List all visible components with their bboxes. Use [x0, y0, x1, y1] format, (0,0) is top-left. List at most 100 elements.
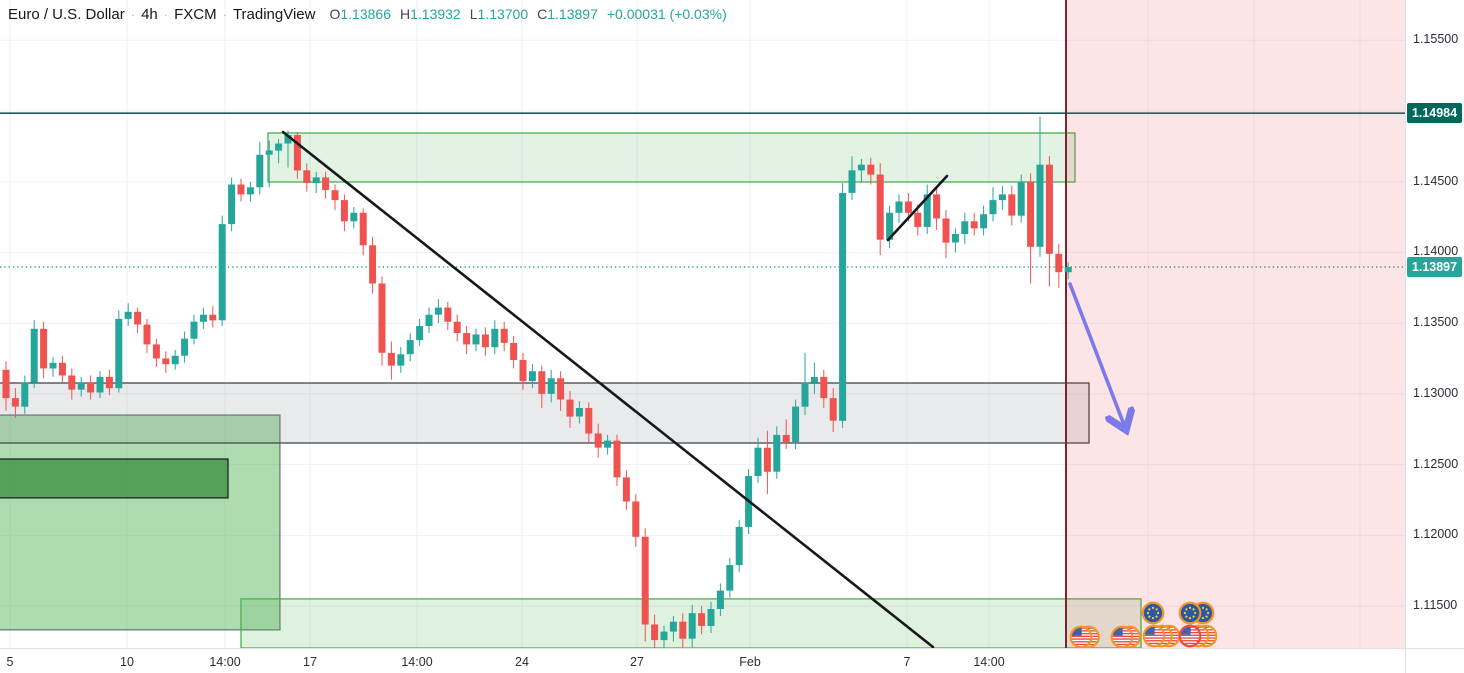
close-value: 1.13897	[547, 6, 598, 22]
candle-body	[96, 376, 104, 393]
candle-body	[453, 321, 461, 333]
econ-event-flag-us[interactable]	[1144, 626, 1180, 647]
candle-body	[989, 200, 997, 215]
price-axis[interactable]: 1.15500 1.14500 1.14000 1.13500 1.13000 1.125…	[1406, 0, 1464, 673]
time-axis[interactable]: 5 10 14:00 17 14:00 24 27 Feb 7 14:00	[0, 649, 1405, 673]
price-tick-label: 1.12500	[1413, 456, 1459, 471]
time-tick-label: 14:00	[209, 655, 241, 669]
candle-body	[218, 224, 226, 321]
minor-uptrend-line[interactable]	[886, 174, 949, 242]
candle-body	[933, 194, 941, 219]
price-tick-label: 1.14500	[1413, 173, 1459, 188]
projection-arrow[interactable]	[1068, 282, 1126, 430]
left-demand-zone[interactable]	[0, 414, 281, 631]
candle-body	[331, 190, 339, 201]
candle-body	[519, 359, 527, 382]
econ-event-flag-eu[interactable]	[1180, 603, 1214, 624]
candle-body	[312, 177, 320, 184]
candle-body	[632, 501, 640, 537]
candle-body	[11, 398, 19, 407]
candle-body	[171, 355, 179, 365]
symbol-legend[interactable]: Euro / U.S. Dollar · 4h · FXCM · Trading…	[8, 6, 727, 24]
candle-body	[472, 334, 480, 345]
econ-event-flag-eu[interactable]	[1143, 603, 1164, 624]
candle-body	[923, 194, 931, 227]
candle-body	[810, 376, 818, 383]
short-position-projection[interactable]	[1066, 0, 1405, 648]
candle-body	[566, 399, 574, 417]
left-demand-core[interactable]	[0, 458, 229, 499]
candle-body	[547, 378, 555, 394]
candle-body	[914, 212, 922, 227]
candle-body	[322, 177, 330, 191]
change-value: +0.00031 (+0.03%)	[606, 6, 727, 22]
candle-body	[970, 221, 978, 229]
candle-body	[895, 201, 903, 213]
candle-body	[21, 382, 29, 407]
candle-body	[152, 344, 160, 359]
candle-body	[538, 371, 546, 394]
candle-body	[782, 434, 790, 442]
axis-separator-vertical	[1405, 0, 1406, 673]
candle-body	[500, 328, 508, 343]
legend-separator: ·	[222, 7, 227, 22]
downtrend-line[interactable]	[281, 130, 935, 648]
econ-event-flag-us[interactable]	[1112, 627, 1140, 648]
candle-body	[792, 406, 800, 442]
candle-body	[998, 194, 1006, 201]
candle-body	[246, 187, 254, 195]
candle-body	[735, 526, 743, 566]
candle-body	[904, 201, 912, 213]
candle-body	[622, 477, 630, 502]
candle-body	[660, 631, 668, 641]
candle-body	[284, 135, 292, 144]
candle-body	[68, 375, 76, 390]
candle-body	[115, 318, 123, 389]
candle-body	[181, 338, 189, 356]
candle-body	[1045, 164, 1053, 254]
supply-zone[interactable]	[267, 132, 1076, 183]
open-label: O	[329, 6, 341, 22]
close-label: C	[537, 6, 548, 22]
candle-body	[848, 170, 856, 193]
econ-event-flag-us[interactable]	[1180, 626, 1217, 647]
candle-body	[463, 333, 471, 345]
candle-body	[228, 184, 236, 225]
candle-body	[528, 371, 536, 382]
candle-body	[162, 358, 170, 365]
candle-body	[942, 218, 950, 243]
chart-pane[interactable]: Euro / U.S. Dollar · 4h · FXCM · Trading…	[0, 0, 1405, 648]
candle-body	[190, 321, 198, 339]
candle-body	[707, 609, 715, 626]
candle-body	[1027, 181, 1035, 247]
candle-body	[876, 174, 884, 240]
candle-body	[416, 326, 424, 341]
candle-body	[199, 314, 207, 322]
time-tick-label: 27	[630, 655, 644, 669]
ohlc-readout: O1.13866 H1.13932 L1.13700 C1.13897 +0.0…	[329, 6, 726, 24]
candle-body	[275, 143, 283, 151]
candle-body	[1008, 194, 1016, 216]
candle-body	[293, 135, 301, 171]
candle-body	[265, 150, 273, 155]
candle-body	[726, 565, 734, 591]
candle-body	[87, 382, 95, 393]
candle-body	[820, 376, 828, 399]
candle-body	[1064, 267, 1072, 273]
price-tick-label: 1.14000	[1413, 244, 1459, 259]
candle-body	[613, 440, 621, 478]
candle-body	[425, 314, 433, 326]
price-tick-label: 1.15500	[1413, 32, 1459, 47]
candle-body	[557, 378, 565, 400]
candle-body	[2, 369, 10, 399]
candle-body	[256, 154, 264, 188]
interval-label: 4h	[141, 6, 158, 23]
candle-body	[1055, 253, 1063, 273]
candle-body	[397, 354, 405, 366]
candle-body	[980, 214, 988, 229]
econ-event-flag-us[interactable]	[1071, 627, 1099, 648]
candle-body	[961, 221, 969, 234]
candle-body	[237, 184, 245, 195]
candle-body	[481, 334, 489, 348]
legend-separator: ·	[130, 7, 136, 22]
